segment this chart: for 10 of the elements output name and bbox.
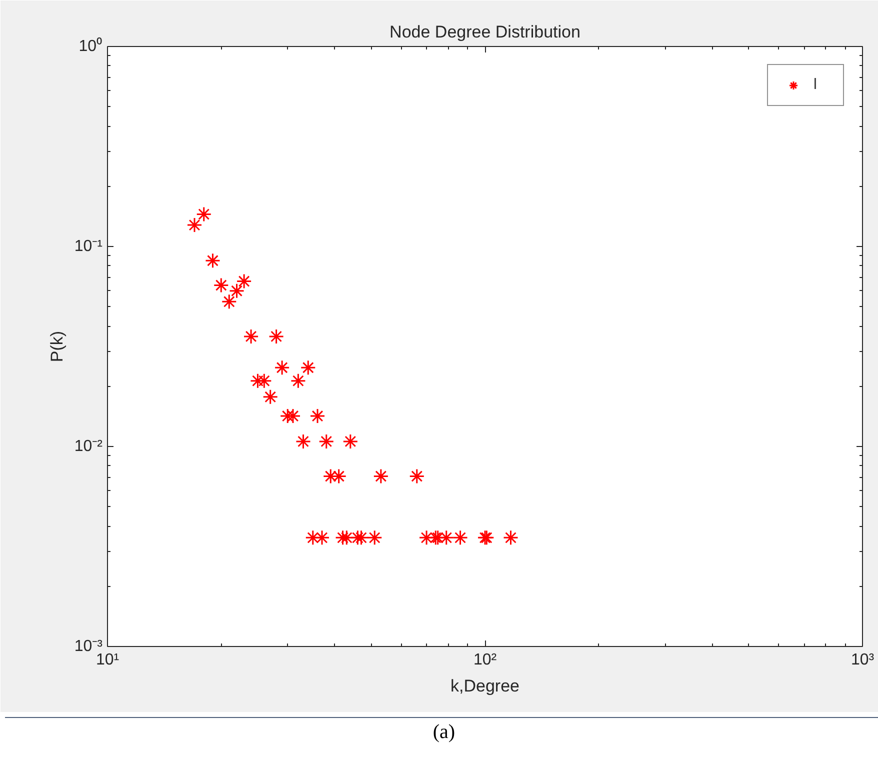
y-tick-label: 10⁰ [78, 37, 102, 55]
text: (a) [432, 720, 456, 745]
x-tick-label: 10² [473, 652, 498, 668]
legend-label: I [813, 76, 818, 94]
chart-title: Node Degree Distribution [390, 22, 580, 42]
y-tick-label: 10⁻¹ [74, 238, 102, 255]
y-tick-label: 10⁻² [74, 438, 104, 455]
x-tick-label: 10³ [850, 652, 875, 668]
y-axis-title: P(k) [47, 330, 66, 362]
x-axis-title: k,Degree [450, 676, 520, 696]
